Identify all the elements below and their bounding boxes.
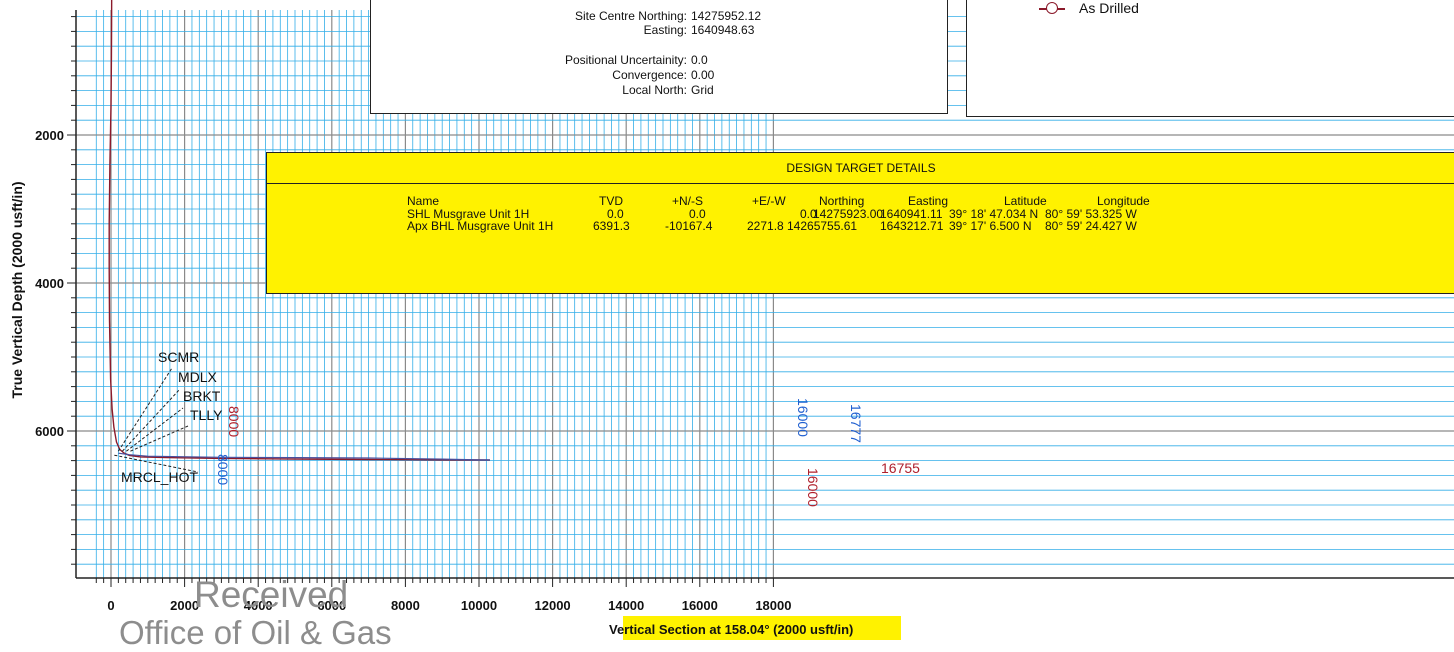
row2-northing: 14265755.61 <box>787 219 858 233</box>
y-axis-title: True Vertical Depth (2000 usft/in) <box>9 181 25 398</box>
site-row-value: 1640948.63 <box>691 23 755 37</box>
formation-leader <box>130 425 189 452</box>
y-tick-label: 6000 <box>35 424 64 439</box>
header-latitude: Latitude <box>1004 194 1047 208</box>
row1-longitude: 80° 59' 53.325 W <box>1045 207 1137 221</box>
formation-label-tlly: TLLY <box>190 407 223 423</box>
site-row-label: Convergence: <box>612 68 687 82</box>
site-row-uncertainty: Positional Uncertainity: 0.0 <box>371 53 708 67</box>
md-marker-label: 8000 <box>226 406 242 437</box>
row2-tvd: 6391.3 <box>593 219 630 233</box>
formation-annotations: SCMR MDLX BRKT TLLY MRCL_HOT 8000 8000 16000 160… <box>114 349 920 507</box>
x-tick-label: 6000 <box>317 598 346 613</box>
target-title-divider <box>267 183 1454 184</box>
row1-easting: 1640941.11 <box>880 207 943 221</box>
header-northing: Northing <box>819 194 865 208</box>
x-tick-label: 12000 <box>535 598 571 613</box>
formation-leader <box>126 407 184 452</box>
header-easting: Easting <box>908 194 949 208</box>
row1-name: SHL Musgrave Unit 1H <box>407 207 530 221</box>
site-row-value: 14275952.12 <box>691 9 762 23</box>
row1-tvd: 0.0 <box>607 207 624 221</box>
md-marker-label: 16000 <box>795 398 811 437</box>
x-tick-label: 14000 <box>608 598 644 613</box>
series-as-drilled <box>108 0 491 461</box>
row2-ns: -10167.4 <box>665 219 713 233</box>
x-tick-label: 8000 <box>391 598 420 613</box>
site-row-label: Easting: <box>643 23 687 37</box>
header-ew: +E/-W <box>752 194 786 208</box>
header-tvd: TVD <box>599 194 623 208</box>
row1-ns: 0.0 <box>689 207 706 221</box>
x-tick-label: 18000 <box>755 598 791 613</box>
received-stamp-line1: Received <box>194 574 349 615</box>
site-row-local-north: Local North: Grid <box>371 83 714 97</box>
md-marker-label: 8000 <box>215 454 231 485</box>
row1-ew: 0.0 <box>800 207 817 221</box>
legend-box: As Drilled <box>966 0 1454 117</box>
y-tick-label: 4000 <box>35 276 64 291</box>
x-tick-label: 16000 <box>682 598 718 613</box>
row2-longitude: 80° 59' 24.427 W <box>1045 219 1137 233</box>
header-ns: +N/-S <box>672 194 704 208</box>
formation-label-scmr: SCMR <box>158 349 199 365</box>
row1-latitude: 39° 18' 47.034 N <box>949 207 1039 221</box>
circle-marker-icon <box>1039 1 1065 15</box>
received-stamp-line2: Office of Oil & Gas <box>119 614 392 651</box>
x-tick-label: 10000 <box>461 598 497 613</box>
row1-northing: 14275923.00 <box>813 207 884 221</box>
x-axis-title: Vertical Section at 158.04° (2000 usft/i… <box>609 622 854 637</box>
plot-axes <box>67 10 1454 587</box>
legend-label: As Drilled <box>1079 0 1139 16</box>
target-details-title: DESIGN TARGET DETAILS <box>786 161 936 175</box>
site-info-box: Site Centre Northing: 14275952.12 Easting… <box>370 0 948 114</box>
site-row-value: 0.0 <box>691 53 708 67</box>
formation-label-brkt: BRKT <box>183 388 221 404</box>
series-plan <box>118 452 490 461</box>
series-group <box>108 0 491 461</box>
x-axis-title-highlight <box>623 616 901 640</box>
site-row-value: Grid <box>691 83 714 97</box>
row2-ew: 2271.8 <box>747 219 784 233</box>
design-target-details: DESIGN TARGET DETAILS Name TVD +N/-S +E/… <box>266 152 1454 294</box>
site-row-easting: Easting: 1640948.63 <box>371 23 755 37</box>
x-tick-label: 4000 <box>244 598 273 613</box>
x-tick-label: 2000 <box>170 598 199 613</box>
row2-latitude: 39° 17' 6.500 N <box>949 219 1032 233</box>
y-tick-label: 2000 <box>35 128 64 143</box>
header-name: Name <box>407 194 440 208</box>
tick-labels: 0 2000 4000 6000 8000 10000 12000 14000 16000 180… <box>35 128 791 613</box>
site-row-value: 0.00 <box>691 68 715 82</box>
md-marker-label: 16755 <box>881 460 920 476</box>
md-marker-label: 16777 <box>848 404 864 443</box>
site-row-label: Positional Uncertainity: <box>564 53 687 67</box>
md-marker-label: 16000 <box>805 468 821 507</box>
formation-leader <box>114 454 199 473</box>
site-row-label: Local North: <box>622 83 687 97</box>
site-row-northing: Site Centre Northing: 14275952.12 <box>371 9 761 23</box>
formation-leader <box>121 388 181 452</box>
row2-name: Apx BHL Musgrave Unit 1H <box>407 219 554 233</box>
formation-leader <box>117 367 173 452</box>
site-row-label: Site Centre Northing: <box>574 9 687 23</box>
row2-easting: 1643212.71 <box>880 219 944 233</box>
formation-label-mdlx: MDLX <box>178 369 218 385</box>
formation-label-mrcl-hot: MRCL_HOT <box>121 469 198 485</box>
header-longitude: Longitude <box>1097 194 1150 208</box>
site-row-convergence: Convergence: 0.00 <box>371 68 714 82</box>
x-tick-label: 0 <box>107 598 114 613</box>
legend-entry-as-drilled: As Drilled <box>1039 0 1139 16</box>
